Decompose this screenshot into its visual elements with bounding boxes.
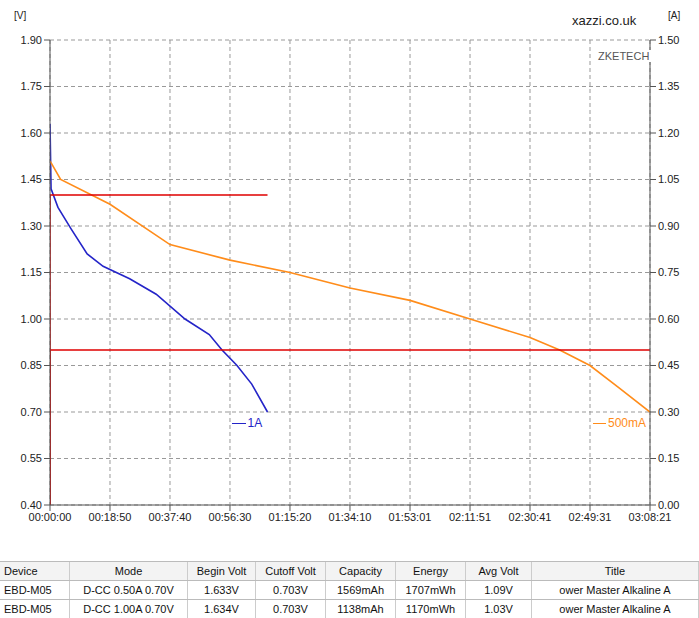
html-text:[V]: [V] xyxy=(14,10,27,21)
html-text:0.703V: 0.703V xyxy=(273,603,308,615)
svg-text:1.20: 1.20 xyxy=(658,127,679,139)
html-text:1.03V: 1.03V xyxy=(484,603,513,615)
html-text:Cutoff Volt: Cutoff Volt xyxy=(265,565,316,577)
svg-text:02:11:51: 02:11:51 xyxy=(449,511,491,523)
html-text:EBD-M05: EBD-M05 xyxy=(4,584,52,596)
html-text:Begin Volt: Begin Volt xyxy=(196,565,247,577)
svg-text:00:37:40: 00:37:40 xyxy=(149,511,192,523)
html-text:500mA: 500mA xyxy=(608,416,646,430)
svg-text:01:15:20: 01:15:20 xyxy=(269,511,312,523)
html-text:xazzi.co.uk: xazzi.co.uk xyxy=(572,13,637,28)
html-text:ower Master Alkaline A: ower Master Alkaline A xyxy=(559,603,671,615)
svg-text:0.45: 0.45 xyxy=(658,359,679,371)
svg-text:00:56:30: 00:56:30 xyxy=(209,511,252,523)
html-text:Device: Device xyxy=(4,565,38,577)
html-text:Capacity: Capacity xyxy=(339,565,382,577)
svg-text:0.15: 0.15 xyxy=(658,452,679,464)
html-text:Mode: Mode xyxy=(114,565,143,577)
svg-text:0.85: 0.85 xyxy=(21,359,42,371)
html-text:D-CC 1.00A 0.70V: D-CC 1.00A 0.70V xyxy=(83,603,174,615)
html-text:ZKETECH: ZKETECH xyxy=(598,50,650,62)
html-text:Energy: Energy xyxy=(413,565,448,577)
html-text:1A: 1A xyxy=(247,416,263,430)
svg-text:1.05: 1.05 xyxy=(658,173,679,185)
html-text:1.09V: 1.09V xyxy=(484,584,513,596)
svg-text:0.90: 0.90 xyxy=(658,220,679,232)
svg-text:0.00: 0.00 xyxy=(658,499,679,511)
svg-text:1.15: 1.15 xyxy=(21,266,42,278)
svg-text:1.75: 1.75 xyxy=(21,80,42,92)
html-text:1170mWh: 1170mWh xyxy=(405,603,456,615)
svg-text:02:30:41: 02:30:41 xyxy=(509,511,552,523)
html-text:[A]: [A] xyxy=(668,10,681,21)
svg-text:00:18:50: 00:18:50 xyxy=(89,511,132,523)
html-text:0.703V: 0.703V xyxy=(273,584,308,596)
svg-text:01:53:01: 01:53:01 xyxy=(389,511,432,523)
svg-text:00:00:00: 00:00:00 xyxy=(29,511,72,523)
html-text:1138mAh: 1138mAh xyxy=(337,603,384,615)
html-text:D-CC 0.50A 0.70V: D-CC 0.50A 0.70V xyxy=(83,584,174,596)
html-text:Title: Title xyxy=(604,565,626,577)
svg-text:1.30: 1.30 xyxy=(21,220,42,232)
svg-text:03:08:21: 03:08:21 xyxy=(629,511,672,523)
svg-text:0.70: 0.70 xyxy=(21,406,42,418)
svg-text:0.40: 0.40 xyxy=(21,499,42,511)
svg-text:1.60: 1.60 xyxy=(21,127,42,139)
html-text:1569mAh: 1569mAh xyxy=(337,584,384,596)
svg-text:1.50: 1.50 xyxy=(658,34,679,46)
svg-text:0.30: 0.30 xyxy=(658,406,679,418)
html-text:ower Master Alkaline A: ower Master Alkaline A xyxy=(559,584,671,596)
svg-text:02:49:31: 02:49:31 xyxy=(569,511,612,523)
svg-text:1.00: 1.00 xyxy=(21,313,42,325)
svg-text:1.45: 1.45 xyxy=(21,173,42,185)
html-text:1.633V: 1.633V xyxy=(204,584,239,596)
html-text:EBD-M05: EBD-M05 xyxy=(4,603,52,615)
svg-text:1.35: 1.35 xyxy=(658,80,679,92)
html-text:1.634V: 1.634V xyxy=(204,603,239,615)
svg-text:01:34:10: 01:34:10 xyxy=(329,511,372,523)
svg-text:0.60: 0.60 xyxy=(658,313,679,325)
html-text:Avg Volt: Avg Volt xyxy=(478,565,519,577)
svg-text:0.75: 0.75 xyxy=(658,266,679,278)
svg-text:1.90: 1.90 xyxy=(21,34,42,46)
svg-text:0.55: 0.55 xyxy=(21,452,42,464)
html-text:1707mWh: 1707mWh xyxy=(405,584,456,596)
